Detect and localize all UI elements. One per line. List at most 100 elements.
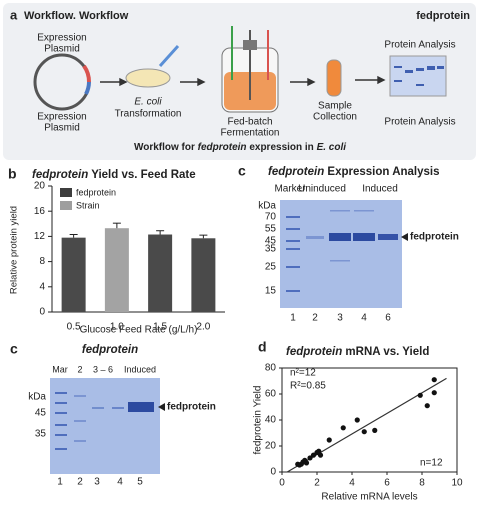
title: fedprotein Expression Analysis (268, 166, 440, 178)
lane-header: 3 – 6 (93, 364, 113, 374)
point (424, 403, 430, 409)
legend-swatch (60, 188, 72, 197)
point (295, 461, 301, 467)
point (354, 417, 360, 423)
point (307, 455, 313, 461)
point (316, 448, 322, 454)
lane-number: 3 (94, 477, 100, 488)
motor (243, 40, 257, 50)
annotation: n=12 (420, 458, 443, 469)
bar (191, 238, 216, 312)
y-axis-label: fedprotein Yield (253, 386, 264, 455)
title-part: E. coli (317, 142, 347, 153)
band-label: fedprotein (410, 232, 459, 243)
marker-label: 45 (265, 236, 277, 247)
band-label: fedprotein (167, 402, 216, 413)
lane-number: 6 (385, 313, 391, 324)
point (431, 377, 437, 383)
label: Expression (37, 112, 86, 123)
y-tick-label: 0 (270, 467, 276, 478)
label: Plasmid (44, 44, 80, 55)
analysis-gel (389, 55, 447, 97)
sample-tube (326, 59, 342, 97)
lane-number: 1 (57, 477, 63, 488)
label: Expression (37, 33, 86, 44)
bar (61, 237, 86, 312)
marker-label: 45 (35, 408, 47, 419)
label: Protein Analysis (384, 40, 455, 51)
title: fedprotein mRNA vs. Yield (286, 346, 429, 358)
plasmid-insert (84, 81, 91, 95)
lane-number: 5 (137, 477, 143, 488)
annotation: R²=0.85 (290, 381, 326, 392)
lane-header: Induced (124, 364, 156, 374)
marker-label: 55 (265, 224, 277, 235)
x-axis-label: Relative mRNA levels (321, 492, 417, 503)
x-tick-label: 6 (384, 478, 390, 489)
panel-label: b (8, 166, 17, 182)
label: Plasmid (44, 123, 80, 134)
lane-number: 2 (312, 313, 318, 324)
y-tick-label: 60 (265, 389, 277, 400)
lane-header: Marker (274, 184, 306, 195)
y-tick-label: 20 (265, 441, 277, 452)
x-tick-label: 8 (419, 478, 425, 489)
panel-label: c (238, 163, 246, 179)
marker-label: 25 (265, 262, 277, 273)
point (361, 429, 367, 435)
title-part: expression in (247, 142, 317, 153)
y-tick-label: 40 (265, 415, 277, 426)
title-part: fedprotein (286, 346, 342, 358)
lane-number: 4 (117, 477, 123, 488)
title: fedprotein Yield vs. Feed Rate (32, 169, 196, 181)
point (372, 427, 378, 433)
legend-label: fedprotein (76, 187, 116, 197)
panel-tag: fedprotein (416, 10, 470, 22)
x-tick-label: 2.0 (196, 322, 210, 333)
title-part: mRNA vs. Yield (342, 346, 429, 358)
point (417, 392, 423, 398)
y-tick-label: 20 (34, 181, 46, 192)
lane-header: Mar (52, 364, 68, 374)
analysis-bands (394, 66, 444, 86)
y-tick-label: 0 (39, 307, 45, 318)
bar (104, 228, 129, 312)
gel-bands (286, 210, 398, 292)
panel-title: Workflow. Workflow (24, 10, 129, 22)
y-tick-label: 8 (39, 256, 45, 267)
title-part: fedprotein (268, 166, 324, 178)
arrows (100, 75, 386, 87)
x-tick-label: 4 (349, 478, 355, 489)
pipette (158, 44, 180, 68)
y-tick-label: 12 (34, 231, 46, 242)
lane-number: 4 (361, 313, 367, 324)
lane-number: 3 (337, 313, 343, 324)
marker-label: 35 (35, 429, 47, 440)
label: Fermentation (221, 128, 280, 139)
gel-bands (55, 392, 154, 450)
annotation: n²=12 (290, 368, 316, 379)
y-tick-label: 80 (265, 363, 277, 374)
arrowhead (158, 403, 165, 411)
gel (50, 378, 160, 474)
label: Transformation (115, 109, 182, 120)
panel-title: fedprotein (82, 344, 138, 356)
x-tick-label: 0.5 (67, 322, 81, 333)
label: Protein Analysis (384, 117, 455, 128)
y-tick-label: 16 (34, 206, 46, 217)
title-part: Expression Analysis (324, 166, 439, 178)
point (431, 390, 437, 396)
y-tick-label: 4 (39, 281, 45, 292)
title: Workflow for fedprotein expression in E.… (134, 142, 346, 153)
panel-label: a (10, 7, 18, 22)
label: kDa (258, 201, 276, 212)
y-axis-label: Relative protein yield (9, 206, 20, 294)
legend-swatch (60, 201, 72, 210)
petri-dish (125, 68, 171, 88)
panel-label: d (258, 339, 267, 355)
x-tick-label: 2 (314, 478, 320, 489)
label: kDa (28, 392, 46, 403)
gel (280, 200, 402, 308)
point (340, 425, 346, 431)
